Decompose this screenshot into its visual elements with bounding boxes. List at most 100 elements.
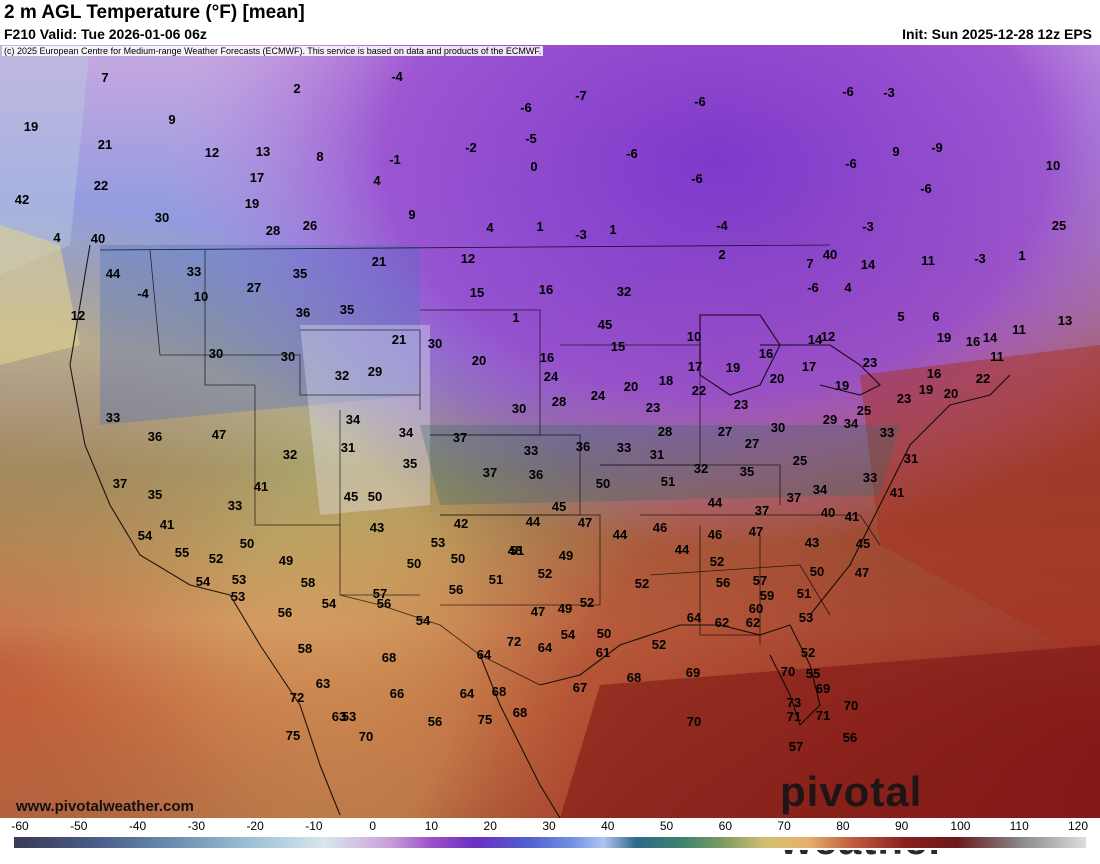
temperature-label: 1 bbox=[512, 310, 519, 325]
temperature-label: 17 bbox=[802, 359, 816, 374]
temperature-label: -9 bbox=[931, 140, 943, 155]
temperature-label: 28 bbox=[552, 394, 566, 409]
temperature-label: 64 bbox=[538, 640, 553, 655]
chart-title: 2 m AGL Temperature (°F) [mean] bbox=[4, 2, 305, 23]
temperature-label: 71 bbox=[816, 708, 830, 723]
temperature-label: 15 bbox=[470, 285, 484, 300]
temperature-label: 45 bbox=[856, 536, 870, 551]
temperature-label: -6 bbox=[842, 84, 854, 99]
temperature-label: 64 bbox=[687, 610, 702, 625]
temperature-label: 4 bbox=[53, 230, 61, 245]
temperature-label: 4 bbox=[373, 173, 381, 188]
temperature-label: 61 bbox=[596, 645, 610, 660]
temperature-label: 12 bbox=[71, 308, 85, 323]
temperature-label: 10 bbox=[687, 329, 701, 344]
temperature-label: 47 bbox=[578, 515, 592, 530]
temperature-label: 0 bbox=[530, 159, 537, 174]
temperature-label: 54 bbox=[322, 596, 337, 611]
temperature-label: 32 bbox=[617, 284, 631, 299]
temperature-label: 36 bbox=[529, 467, 543, 482]
temperature-label: 29 bbox=[368, 364, 382, 379]
temperature-label: 2 bbox=[293, 81, 300, 96]
temperature-label: 59 bbox=[760, 588, 774, 603]
temperature-label: 22 bbox=[692, 383, 706, 398]
temperature-label: 22 bbox=[976, 371, 990, 386]
temperature-label: 66 bbox=[390, 686, 404, 701]
temperature-label: 70 bbox=[687, 714, 701, 729]
temperature-label: 56 bbox=[449, 582, 463, 597]
temperature-label: 16 bbox=[539, 282, 553, 297]
temperature-label: 70 bbox=[781, 664, 795, 679]
legend-tick: 100 bbox=[950, 819, 971, 833]
temperature-label: 32 bbox=[335, 368, 349, 383]
temperature-label: 69 bbox=[816, 681, 830, 696]
temperature-label: 54 bbox=[196, 574, 211, 589]
temperature-label: 26 bbox=[303, 218, 317, 233]
temperature-label: 27 bbox=[247, 280, 261, 295]
temperature-label: 21 bbox=[98, 137, 112, 152]
temperature-label: 30 bbox=[771, 420, 785, 435]
temperature-label: 5 bbox=[897, 309, 904, 324]
temperature-label: 63 bbox=[316, 676, 330, 691]
temperature-label: 37 bbox=[755, 503, 769, 518]
temperature-label: 43 bbox=[805, 535, 819, 550]
temperature-label: -6 bbox=[920, 181, 932, 196]
temperature-label: 19 bbox=[835, 378, 849, 393]
temperature-label: 70 bbox=[844, 698, 858, 713]
temperature-label: 68 bbox=[382, 650, 396, 665]
temperature-label: -2 bbox=[465, 140, 477, 155]
temperature-label: 56 bbox=[428, 714, 442, 729]
legend-ticks: -60 -50 -40 -30 -20 -10 0 10 20 30 40 50 60 70 80 90 100… bbox=[0, 818, 1100, 834]
temperature-label: 31 bbox=[650, 447, 664, 462]
temperature-label: 57 bbox=[753, 573, 767, 588]
temperature-label: 19 bbox=[726, 360, 740, 375]
temperature-label: -3 bbox=[974, 251, 986, 266]
temperature-label: 25 bbox=[1052, 218, 1066, 233]
temperature-label: 45 bbox=[552, 499, 566, 514]
temperature-label: 42 bbox=[15, 192, 29, 207]
temperature-label: 72 bbox=[290, 690, 304, 705]
temperature-label: 20 bbox=[944, 386, 958, 401]
legend-tick: -30 bbox=[187, 819, 205, 833]
temperature-label: 13 bbox=[1058, 313, 1072, 328]
temperature-label: 52 bbox=[652, 637, 666, 652]
temperature-label: 11 bbox=[990, 349, 1004, 364]
temperature-label: 30 bbox=[209, 346, 223, 361]
temperature-label: 32 bbox=[694, 461, 708, 476]
temperature-label: 44 bbox=[675, 542, 690, 557]
temperature-label: 30 bbox=[155, 210, 169, 225]
temperature-label: 46 bbox=[653, 520, 667, 535]
temperature-label: 34 bbox=[844, 416, 859, 431]
temperature-label: 9 bbox=[408, 207, 415, 222]
temperature-label: 48 bbox=[508, 543, 522, 558]
temperature-label: 16 bbox=[927, 366, 941, 381]
legend-tick: 20 bbox=[483, 819, 497, 833]
temperature-label: 4 bbox=[486, 220, 494, 235]
temperature-label: 33 bbox=[617, 440, 631, 455]
website-url[interactable]: www.pivotalweather.com bbox=[16, 798, 194, 815]
temperature-label: 49 bbox=[279, 553, 293, 568]
temperature-label: -4 bbox=[137, 286, 149, 301]
temperature-label: 51 bbox=[510, 543, 524, 558]
temperature-label: 53 bbox=[431, 535, 445, 550]
temperature-label: 25 bbox=[793, 453, 807, 468]
temperature-label: 44 bbox=[613, 527, 628, 542]
temperature-label: 69 bbox=[686, 665, 700, 680]
legend-tick: 0 bbox=[369, 819, 376, 833]
temperature-label: 27 bbox=[718, 424, 732, 439]
temperature-label: 34 bbox=[346, 412, 361, 427]
temperature-label: 10 bbox=[1046, 158, 1060, 173]
temperature-label: 22 bbox=[94, 178, 108, 193]
temperature-label: 50 bbox=[240, 536, 254, 551]
legend-tick: 110 bbox=[1009, 819, 1029, 833]
temperature-label: 37 bbox=[453, 430, 467, 445]
temperature-label: 68 bbox=[627, 670, 641, 685]
copyright-notice: (c) 2025 European Centre for Medium-rang… bbox=[2, 46, 544, 56]
legend-tick: 80 bbox=[836, 819, 850, 833]
temperature-label: 28 bbox=[266, 223, 280, 238]
temperature-label: 60 bbox=[749, 601, 763, 616]
temperature-label: 75 bbox=[286, 728, 300, 743]
temperature-label: 33 bbox=[187, 264, 201, 279]
temperature-label: 54 bbox=[561, 627, 576, 642]
